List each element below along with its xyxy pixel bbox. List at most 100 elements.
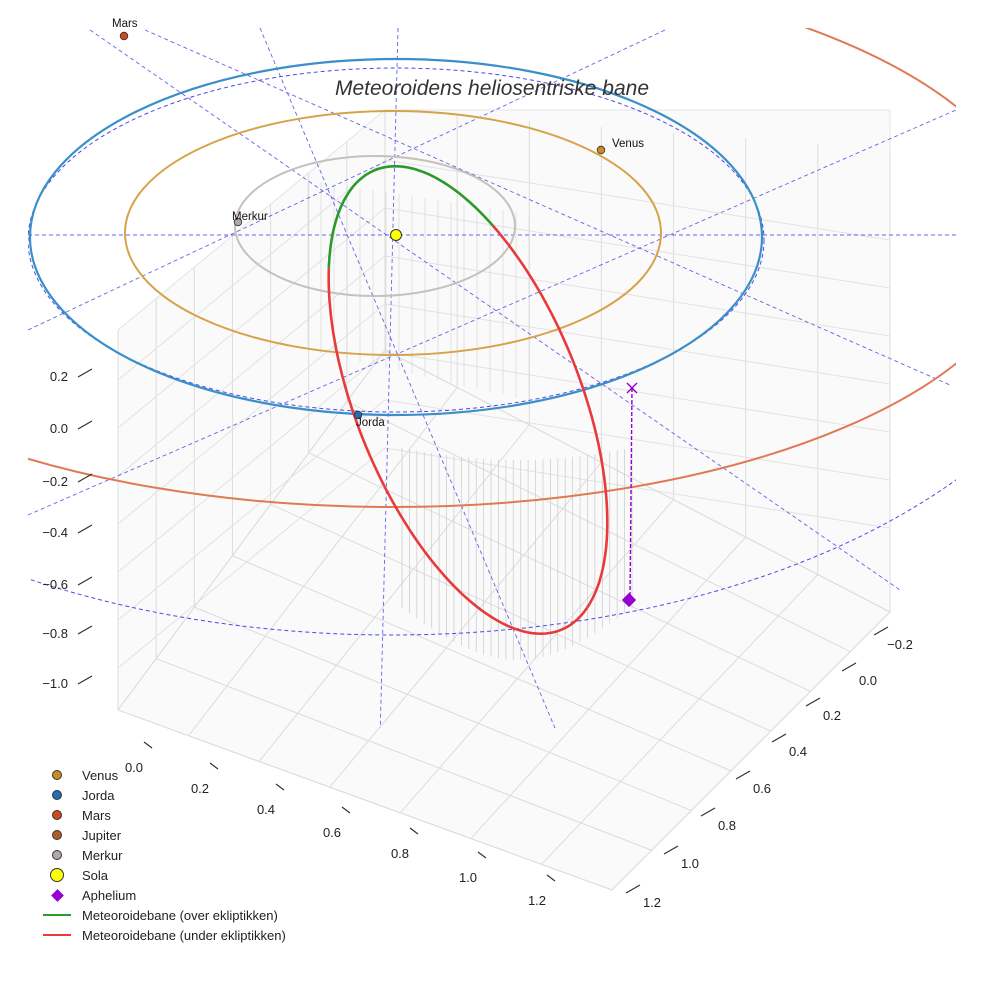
- grid-line: [117, 351, 386, 573]
- x-tick-label: 0.0: [125, 760, 143, 775]
- grid-line: [117, 447, 386, 669]
- legend-label: Jorda: [82, 787, 115, 803]
- z-tick-mark: [77, 675, 93, 685]
- legend-symbol: [40, 825, 74, 845]
- meteoroid-orbit-below: [327, 224, 609, 636]
- grid-line: [117, 709, 613, 891]
- grid-line: [384, 399, 891, 481]
- venus-orbit: [124, 110, 662, 356]
- z-tick-mark: [77, 625, 93, 635]
- mercury-orbit: [234, 155, 516, 297]
- grid-line: [399, 499, 674, 814]
- legend-symbol: [40, 765, 74, 785]
- planet-label-merkur: Merkur: [232, 211, 268, 223]
- z-tick-mark: [77, 420, 93, 430]
- x-tick-label: 0.4: [257, 802, 275, 817]
- grid-line: [258, 424, 530, 762]
- grid-line: [329, 461, 602, 788]
- y-tick-mark: [841, 662, 857, 672]
- x-tick-mark: [143, 741, 153, 749]
- y-tick-mark: [735, 770, 751, 780]
- grid-line: [541, 574, 819, 865]
- legend-item: Sola: [40, 865, 286, 885]
- aphelium-projection-marker: [626, 382, 638, 394]
- grid-line: [346, 400, 851, 653]
- x-tick-mark: [275, 783, 285, 791]
- y-tick-mark: [663, 845, 679, 855]
- x-tick-mark: [341, 806, 351, 814]
- chart-title: Meteoroidens heliosentriske bane: [335, 77, 649, 100]
- sun-marker: [390, 229, 402, 241]
- ecliptic-guide-line: [259, 28, 556, 728]
- y-tick-label: 0.2: [823, 708, 841, 723]
- z-tick-label: −0.2: [42, 474, 68, 489]
- grid-line: [188, 387, 458, 737]
- meteoroid-orbit-above: [327, 165, 494, 269]
- y-tick-label: 0.8: [718, 818, 736, 833]
- grid-line: [117, 207, 386, 429]
- grid-line: [308, 452, 811, 692]
- z-tick-mark: [77, 368, 93, 378]
- planet-label-mars: Mars: [112, 18, 138, 30]
- legend-label: Merkur: [82, 847, 123, 863]
- x-tick-label: 0.2: [191, 781, 209, 796]
- legend-symbol: [40, 885, 74, 905]
- grid-line: [611, 611, 891, 891]
- legend-symbol: [40, 925, 74, 945]
- x-tick-mark: [409, 827, 419, 835]
- legend-symbol: [40, 865, 74, 885]
- legend-item: Mars: [40, 805, 286, 825]
- legend: Venus Jorda Mars Jupiter Merkur Sola Aphelium M…: [40, 765, 286, 945]
- legend-item: Venus: [40, 765, 286, 785]
- x-tick-label: 0.6: [323, 825, 341, 840]
- legend-symbol: [40, 805, 74, 825]
- planet-venus: [596, 145, 606, 155]
- planet-label-venus: Venus: [612, 138, 644, 150]
- planet-merkur: [233, 217, 243, 227]
- grid-line: [194, 606, 692, 812]
- grid-line: [117, 303, 386, 525]
- earth-orbit: [28, 57, 764, 417]
- x-tick-mark: [546, 874, 556, 882]
- earth-orbit-guide: [28, 67, 765, 413]
- jupiter-orbit: [28, 28, 956, 508]
- legend-label: Venus: [82, 767, 119, 783]
- grid-line: [117, 255, 386, 477]
- y-tick-mark: [700, 807, 716, 817]
- legend-symbol: [40, 785, 74, 805]
- legend-label: Meteoroidebane (over ekliptikken): [82, 907, 278, 923]
- orbits-layer: [28, 28, 956, 728]
- legend-item: Aphelium: [40, 885, 286, 905]
- grid-line: [117, 159, 386, 381]
- x-tick-label: 1.0: [459, 870, 477, 885]
- legend-symbol: [40, 845, 74, 865]
- grid-line: [470, 536, 747, 839]
- legend-item: Merkur: [40, 845, 286, 865]
- mars-orbit: [28, 479, 956, 636]
- grid-line: [117, 399, 386, 621]
- y-tick-mark: [625, 884, 641, 894]
- z-tick-mark: [77, 473, 93, 483]
- y-tick-mark: [805, 697, 821, 707]
- aphelium-marker: [621, 592, 637, 608]
- grid-line: [384, 255, 891, 337]
- grid-line: [384, 351, 891, 433]
- z-tick-label: 0.2: [50, 369, 68, 384]
- z-tick-label: −0.8: [42, 626, 68, 641]
- x-tick-label: 1.2: [528, 893, 546, 908]
- grid-line: [384, 207, 891, 289]
- grid-layer: [117, 108, 891, 891]
- y-tick-label: 0.0: [859, 673, 877, 688]
- legend-item: Meteoroidebane (under ekliptikken): [40, 925, 286, 945]
- legend-label: Jupiter: [82, 827, 122, 843]
- grid-line: [232, 555, 732, 772]
- y-tick-label: 1.0: [681, 856, 699, 871]
- legend-label: Sola: [82, 867, 109, 883]
- z-tick-mark: [77, 524, 93, 534]
- grid-line: [384, 349, 891, 613]
- z-tick-label: −1.0: [42, 676, 68, 691]
- z-tick-mark: [77, 576, 93, 586]
- z-tick-label: 0.0: [50, 421, 68, 436]
- ecliptic-guide-line: [28, 109, 956, 516]
